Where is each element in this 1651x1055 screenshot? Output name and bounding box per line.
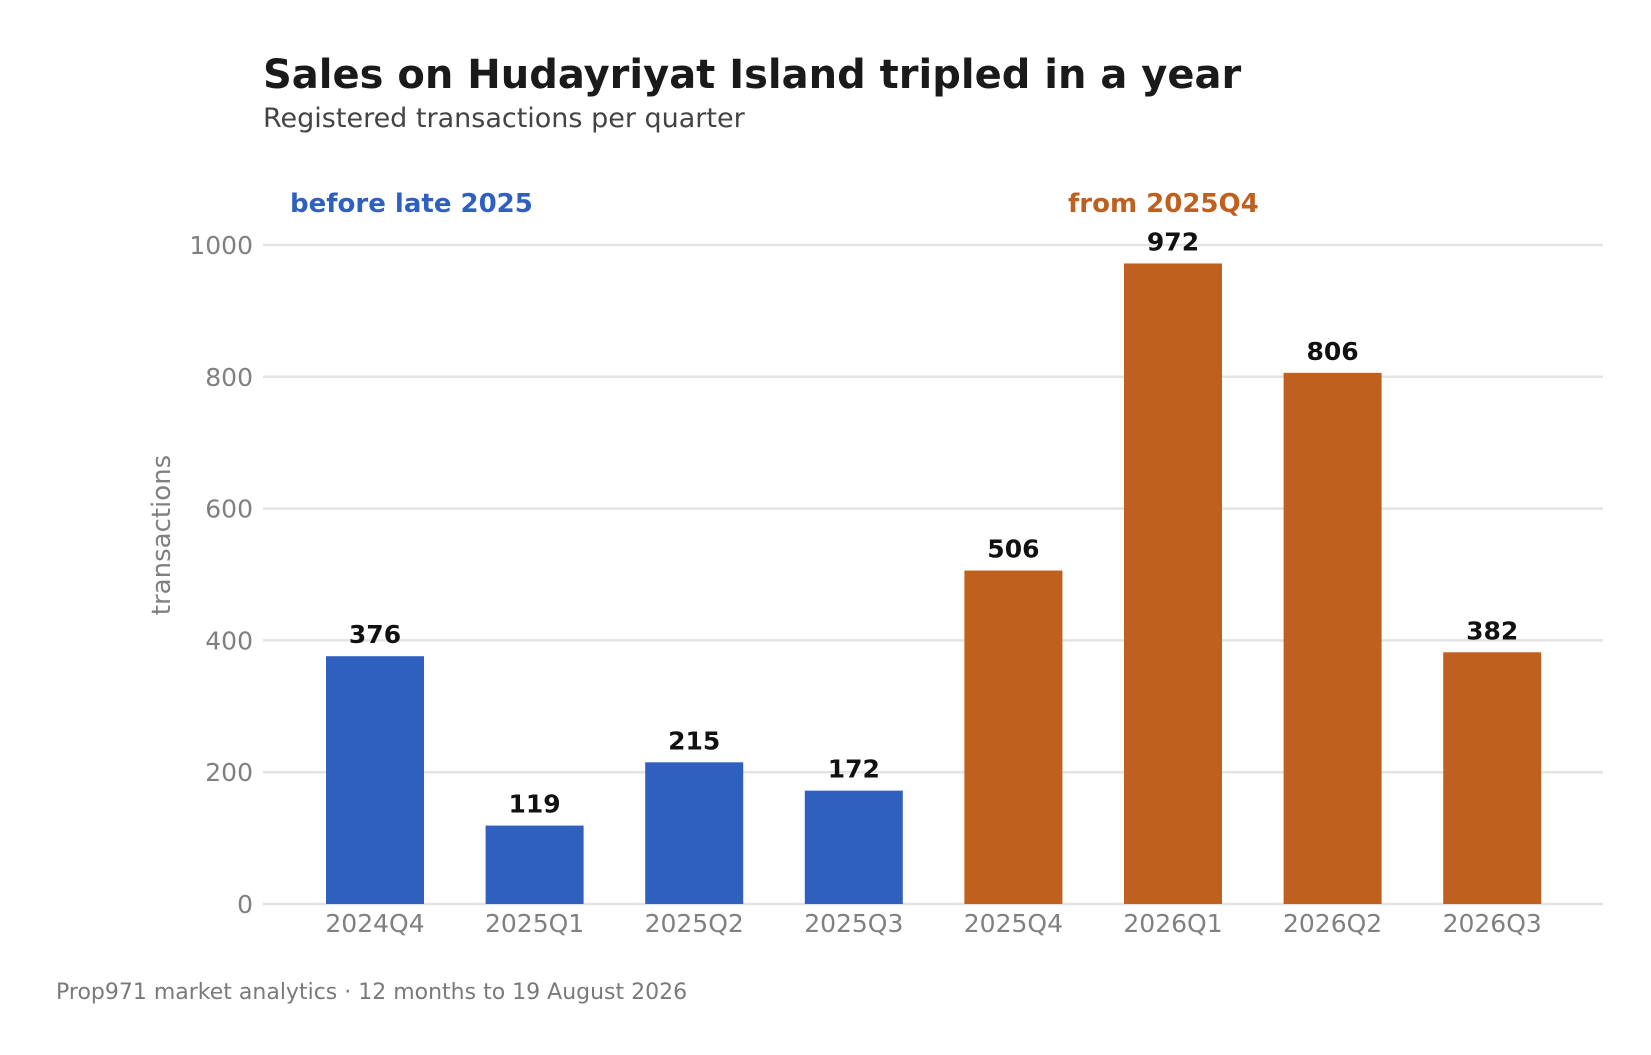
x-tick-label: 2025Q4	[964, 909, 1063, 938]
chart-subtitle: Registered transactions per quarter	[263, 103, 746, 134]
data-labels: 376 119 215 172 506 972 806 382	[349, 227, 1518, 818]
data-label: 172	[828, 755, 880, 784]
bar-2025Q2	[645, 762, 744, 904]
y-tick-label: 0	[237, 890, 253, 919]
annotation-before: before late 2025	[290, 189, 533, 219]
chart-title: Sales on Hudayriyat Island tripled in a …	[263, 52, 1241, 98]
data-label: 215	[668, 726, 720, 755]
x-tick-label: 2025Q1	[485, 909, 584, 938]
bar-2026Q3	[1443, 652, 1542, 904]
y-axis-ticks: 0 200 400 600 800 1000	[189, 231, 253, 919]
y-tick-label: 600	[205, 495, 253, 524]
data-label: 119	[509, 790, 561, 819]
y-tick-label: 800	[205, 363, 253, 392]
bar-2025Q1	[485, 825, 584, 904]
x-tick-label: 2025Q3	[804, 909, 903, 938]
bar-2026Q2	[1283, 372, 1382, 904]
x-tick-label: 2025Q2	[645, 909, 744, 938]
bar-2026Q1	[1124, 263, 1222, 904]
gridlines	[263, 243, 1603, 906]
bars	[326, 263, 1542, 904]
y-axis-label: transactions	[147, 455, 177, 615]
data-label: 972	[1147, 227, 1199, 256]
bar-2025Q3	[804, 790, 903, 904]
annotation-after: from 2025Q4	[1068, 189, 1259, 219]
y-tick-label: 1000	[189, 231, 253, 260]
x-tick-label: 2026Q2	[1283, 909, 1382, 938]
footer-source: Prop971 market analytics · 12 months to …	[56, 980, 687, 1005]
data-label: 506	[987, 535, 1039, 564]
bar-2024Q4	[326, 656, 424, 904]
x-tick-label: 2026Q1	[1123, 909, 1222, 938]
bar-2025Q4	[964, 570, 1063, 904]
x-tick-label: 2024Q4	[325, 909, 424, 938]
data-label: 806	[1307, 337, 1359, 366]
y-tick-label: 200	[205, 758, 253, 787]
x-axis-ticks: 2024Q4 2025Q1 2025Q2 2025Q3 2025Q4 2026Q1 2026…	[325, 909, 1541, 938]
x-tick-label: 2026Q3	[1443, 909, 1542, 938]
y-tick-label: 400	[205, 626, 253, 655]
data-label: 382	[1466, 616, 1518, 645]
data-label: 376	[349, 620, 401, 649]
group-annotations: before late 2025 from 2025Q4	[290, 189, 1259, 219]
